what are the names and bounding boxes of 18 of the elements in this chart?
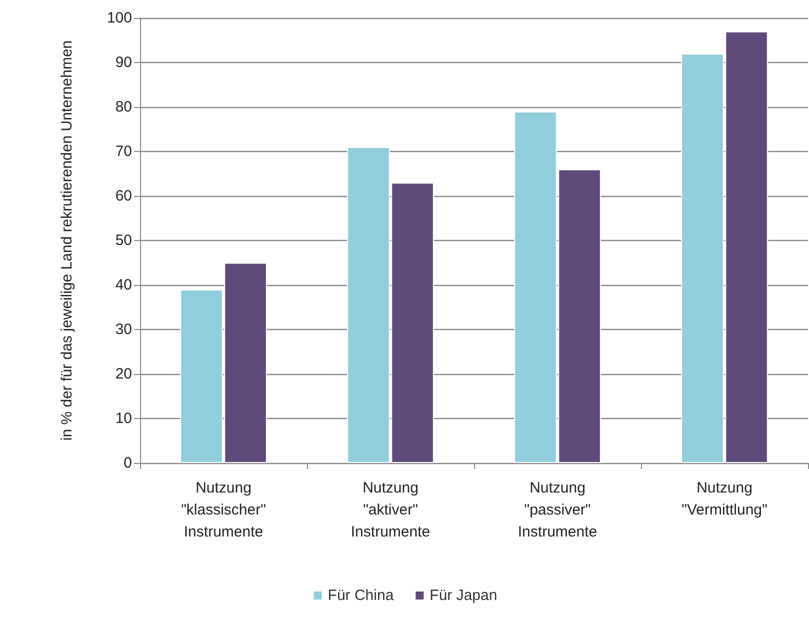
y-tick-label: 70 xyxy=(115,143,132,160)
y-tick-label: 80 xyxy=(115,98,132,116)
x-tick-label: Nutzung "aktiver" Instrumente xyxy=(350,480,430,540)
x-tick-label: Nutzung "klassischer" Instrumente xyxy=(181,480,266,540)
y-axis-title: in % der für das jeweilige Land rekrutierenden Unternehmen xyxy=(58,40,76,441)
y-tick-label: 0 xyxy=(124,454,132,472)
legend-label: Für Japan xyxy=(430,587,498,604)
y-tick-label: 60 xyxy=(115,188,132,204)
y-tick-label: 20 xyxy=(115,366,132,382)
y-tick-label: 30 xyxy=(115,321,132,338)
y-tick-label: 10 xyxy=(115,410,132,427)
y-tick-label: 100 xyxy=(106,10,132,26)
y-tick-label: 90 xyxy=(115,54,132,71)
legend-label: Für China xyxy=(328,587,394,604)
x-tick-label: Nutzung "passiver" Instrumente xyxy=(518,480,598,540)
y-tick-label: 40 xyxy=(115,276,132,294)
x-tick-label: Nutzung "Vermittlung" xyxy=(682,480,768,518)
y-tick-label: 50 xyxy=(115,232,132,249)
